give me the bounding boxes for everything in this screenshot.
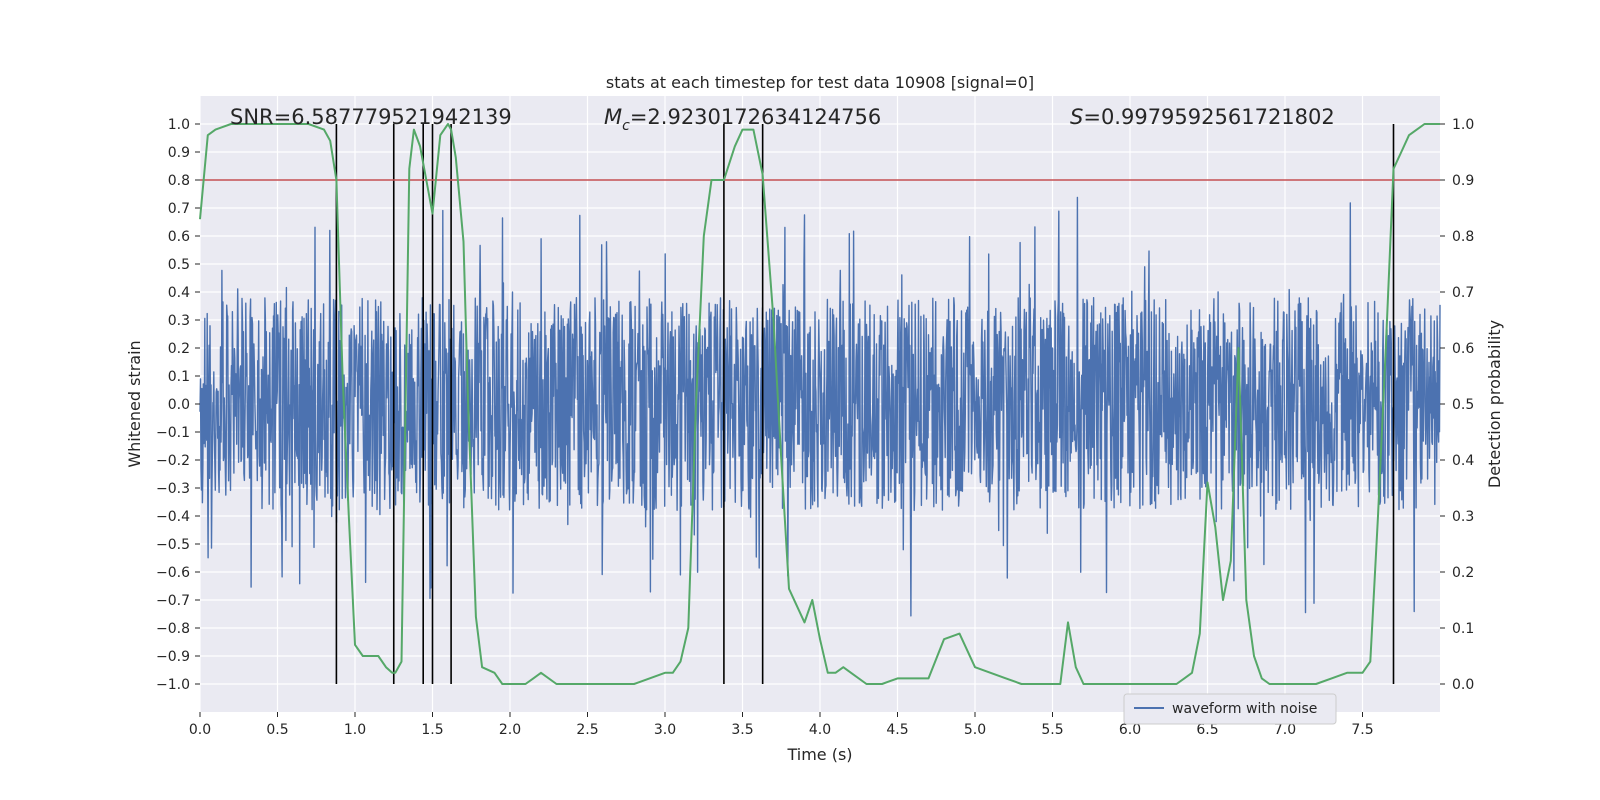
left-tick-label: 0.7 xyxy=(168,201,190,217)
legend-label: waveform with noise xyxy=(1172,701,1317,717)
right-tick-label: 0.7 xyxy=(1452,285,1474,301)
snr-annotation: SNR=6.587779521942139 xyxy=(230,105,512,129)
x-tick-label: 3.5 xyxy=(731,722,753,738)
chirp-mass-symbol: M xyxy=(604,105,622,129)
right-tick-label: 0.9 xyxy=(1452,173,1474,189)
x-tick-label: 5.5 xyxy=(1041,722,1063,738)
x-tick-label: 6.5 xyxy=(1196,722,1218,738)
left-tick-label: 1.0 xyxy=(168,117,190,133)
left-tick-label: −0.2 xyxy=(156,453,190,469)
x-tick-label: 0.5 xyxy=(266,722,288,738)
x-tick-label: 0.0 xyxy=(189,722,211,738)
left-tick-label: −0.1 xyxy=(156,425,190,441)
right-axis-ticks: 1.0 0.9 0.8 0.7 0.6 0.5 0.4 0.3 0.2 0.1 0.0 xyxy=(1440,117,1474,693)
left-tick-label: 0.9 xyxy=(168,145,190,161)
left-tick-label: −0.4 xyxy=(156,509,190,525)
left-tick-label: 0.0 xyxy=(168,397,190,413)
x-tick-label: 4.5 xyxy=(886,722,908,738)
left-tick-label: −0.9 xyxy=(156,649,190,665)
left-tick-label: −0.5 xyxy=(156,537,190,553)
left-tick-label: −0.6 xyxy=(156,565,190,581)
left-tick-label: 0.6 xyxy=(168,229,190,245)
probability-series xyxy=(199,123,1440,685)
right-tick-label: 0.8 xyxy=(1452,229,1474,245)
left-tick-label: −0.3 xyxy=(156,481,190,497)
x-tick-label: 6.0 xyxy=(1119,722,1141,738)
legend: waveform with noise xyxy=(1123,693,1337,725)
x-tick-label: 1.0 xyxy=(344,722,366,738)
s-symbol: S xyxy=(1070,105,1083,129)
x-tick-label: 1.5 xyxy=(421,722,443,738)
chirp-mass-subscript: c xyxy=(622,118,630,134)
x-tick-label: 4.0 xyxy=(809,722,831,738)
waveform-line xyxy=(199,196,1441,617)
left-tick-label: −1.0 xyxy=(156,677,190,693)
left-tick-label: 0.2 xyxy=(168,341,190,357)
left-axis-ticks: 1.0 0.9 0.8 0.7 0.6 0.5 0.4 0.3 0.2 0.1 0.0 −0.1 −0.… xyxy=(156,117,200,693)
chirp-mass-annotation: Mc=2.9230172634124756 xyxy=(604,105,881,134)
right-axis-label: Detection probability xyxy=(1485,320,1504,488)
x-tick-label: 7.0 xyxy=(1274,722,1296,738)
x-axis-label: Time (s) xyxy=(786,745,852,764)
legend-box xyxy=(1123,693,1337,725)
s-value: =0.9979592561721802 xyxy=(1083,105,1334,129)
x-axis-ticks: 0.0 0.5 1.0 1.5 2.0 2.5 3.0 3.5 4.0 4.5 5.0 5.5 6.0 6… xyxy=(189,712,1374,738)
waveform-series xyxy=(199,196,1441,617)
s-annotation: S=0.9979592561721802 xyxy=(1070,105,1335,129)
probability-line xyxy=(199,123,1440,685)
left-axis-label: Whitened strain xyxy=(125,340,144,467)
vertical-markers xyxy=(335,124,1395,684)
right-tick-label: 0.5 xyxy=(1452,397,1474,413)
right-tick-label: 0.2 xyxy=(1452,565,1474,581)
left-tick-label: −0.8 xyxy=(156,621,190,637)
left-tick-label: 0.5 xyxy=(168,257,190,273)
left-tick-label: 0.4 xyxy=(168,285,190,301)
x-tick-label: 2.0 xyxy=(499,722,521,738)
left-tick-label: 0.1 xyxy=(168,369,190,385)
x-tick-label: 7.5 xyxy=(1351,722,1373,738)
chart-title: stats at each timestep for test data 109… xyxy=(606,73,1034,92)
chirp-mass-value: =2.9230172634124756 xyxy=(630,105,881,129)
right-tick-label: 0.1 xyxy=(1452,621,1474,637)
right-tick-label: 0.0 xyxy=(1452,677,1474,693)
x-tick-label: 3.0 xyxy=(654,722,676,738)
right-tick-label: 1.0 xyxy=(1452,117,1474,133)
left-tick-label: 0.3 xyxy=(168,313,190,329)
left-tick-label: 0.8 xyxy=(168,173,190,189)
right-tick-label: 0.6 xyxy=(1452,341,1474,357)
x-tick-label: 2.5 xyxy=(576,722,598,738)
x-tick-label: 5.0 xyxy=(964,722,986,738)
right-tick-label: 0.4 xyxy=(1452,453,1474,469)
right-tick-label: 0.3 xyxy=(1452,509,1474,525)
left-tick-label: −0.7 xyxy=(156,593,190,609)
